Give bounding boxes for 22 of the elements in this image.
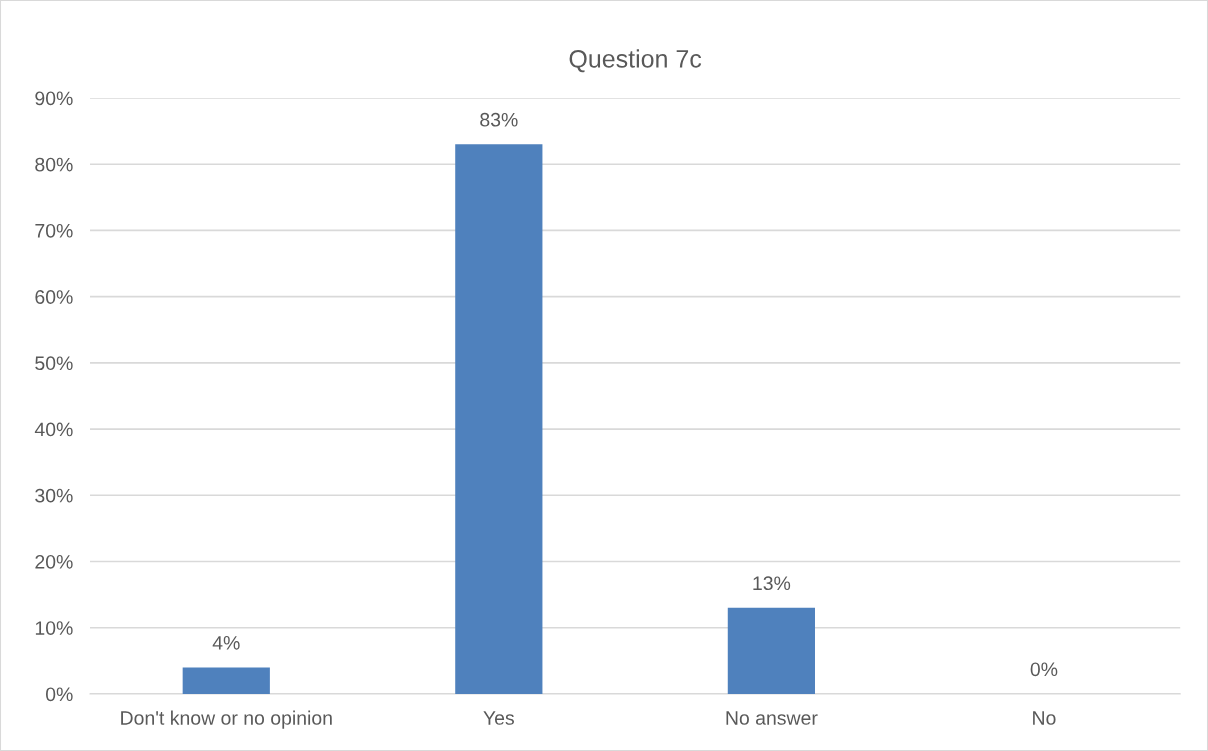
data-label: 4% [212, 636, 240, 650]
y-tick-label: 20% [35, 554, 73, 569]
y-tick-label: 30% [35, 488, 73, 503]
bar [182, 667, 270, 694]
x-tick-label: Don't know or no opinion [121, 710, 332, 729]
y-tick-label: 90% [35, 91, 73, 106]
y-tick-label: 50% [35, 356, 73, 371]
bar [455, 144, 543, 694]
y-tick-label: 70% [35, 223, 73, 238]
y-tick-label: 80% [35, 157, 73, 172]
x-tick-label: No [1033, 711, 1056, 725]
x-tick-label: Yes [483, 711, 514, 725]
x-tick-label: No answer [726, 711, 818, 725]
data-label: 13% [753, 576, 791, 591]
y-tick-label: 0% [45, 687, 73, 702]
bar [727, 607, 815, 694]
y-tick-label: 40% [34, 422, 73, 437]
y-tick-label: 10% [35, 621, 73, 635]
y-tick-label: 60% [35, 290, 73, 304]
data-label: 83% [480, 112, 518, 127]
chart-title: Question 7c [569, 49, 702, 73]
data-label: 0% [1030, 662, 1058, 677]
